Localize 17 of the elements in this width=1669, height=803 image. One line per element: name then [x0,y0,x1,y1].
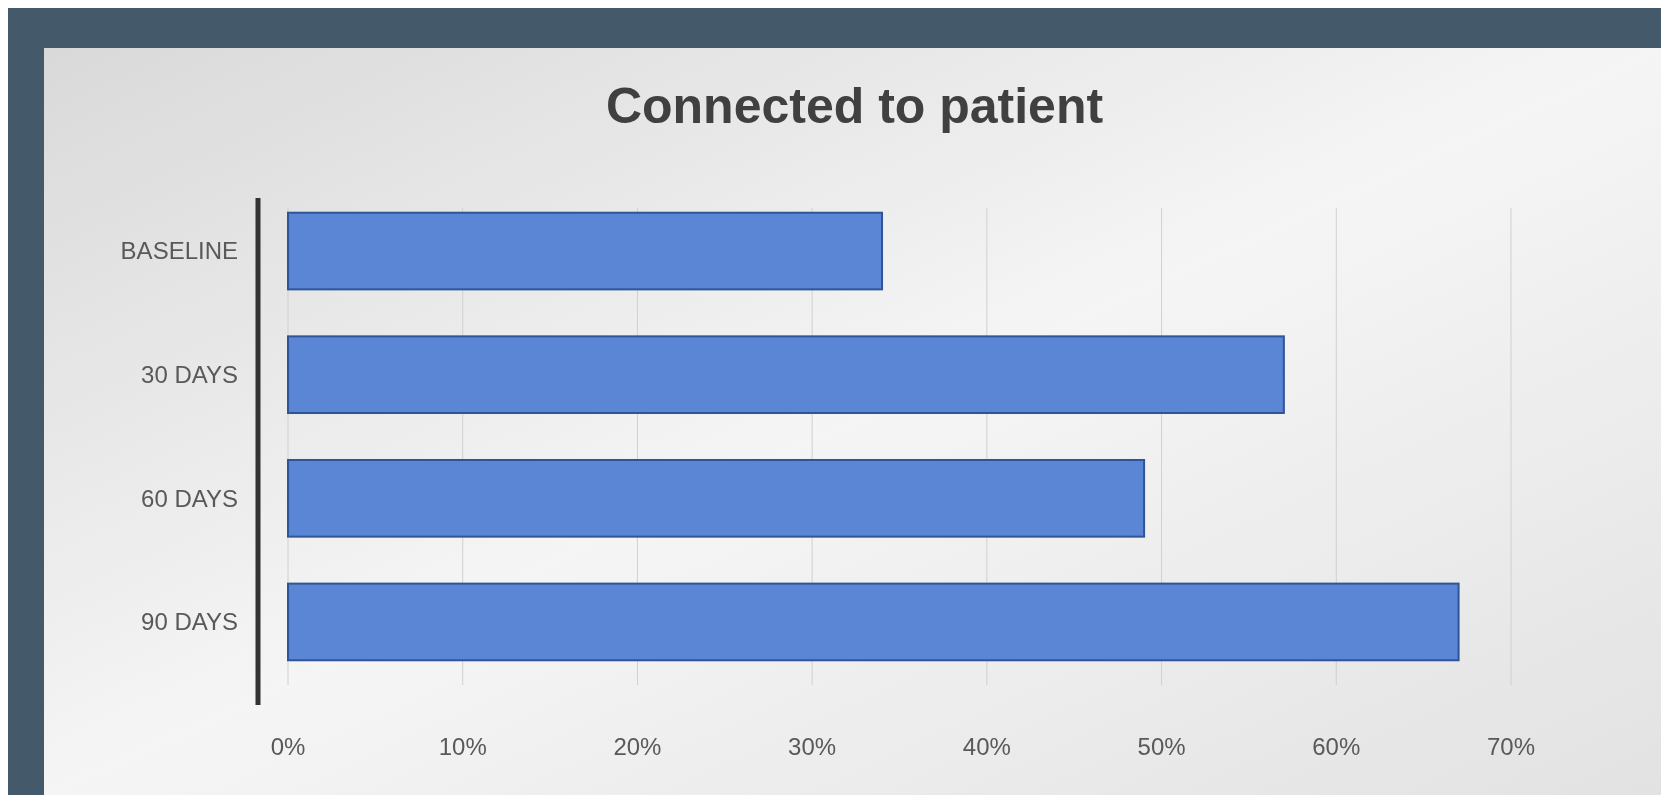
x-tick-label: 70% [1486,733,1536,760]
y-tick-label: 90 DAYS [141,608,238,636]
bar [287,211,884,291]
y-tick-label: BASELINE [120,237,238,265]
x-tick-label: 60% [1312,733,1361,760]
y-tick-label: 30 DAYS [141,361,238,389]
chart-title: Connected to patient [605,78,1104,134]
bar [287,335,1285,415]
x-tick-label: 0% [270,733,306,760]
x-tick-label: 40% [962,733,1011,760]
bar [287,458,1146,538]
x-tick-label: 10% [438,733,487,760]
x-tick-label: 50% [1137,733,1186,760]
bar [287,582,1460,662]
y-tick-label: 60 DAYS [141,484,238,512]
x-tick-label: 30% [788,733,837,760]
x-tick-label: 20% [613,733,662,760]
